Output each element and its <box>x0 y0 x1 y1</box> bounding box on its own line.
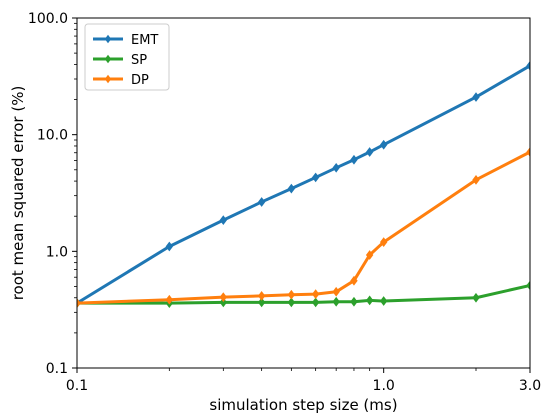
series-line-sp <box>77 283 530 305</box>
x-tick-label: 1.0 <box>373 378 395 394</box>
legend: EMT SP DP <box>84 23 170 91</box>
series-line-emt <box>77 64 530 305</box>
data-point-emt <box>365 147 374 157</box>
data-point-sp <box>257 297 266 308</box>
data-point-dp <box>219 292 228 302</box>
data-point-dp <box>77 298 81 308</box>
data-point-dp <box>526 147 530 157</box>
legend-marker-dp <box>104 74 112 84</box>
y-tick-label: 1.0 <box>46 244 68 260</box>
data-point-emt <box>332 162 340 173</box>
series-line-dp <box>77 150 530 305</box>
data-point-dp <box>287 289 296 300</box>
y-tick-label: 10.0 <box>37 128 68 144</box>
legend-label-emt: EMT <box>131 33 158 48</box>
data-point-emt <box>311 172 320 183</box>
y-tick-label: 100.0 <box>28 11 68 27</box>
data-point-emt <box>472 92 480 102</box>
data-point-sp <box>472 292 480 303</box>
data-point-dp <box>257 291 266 301</box>
data-point-emt <box>526 60 530 71</box>
data-point-sp <box>526 280 530 291</box>
data-point-sp <box>365 295 374 306</box>
axes: 0.1 1.0 3.0 0.1 1.0 10.0 100.0 <box>28 11 541 394</box>
data-point-dp <box>365 250 374 260</box>
x-tick-label: 0.1 <box>66 378 88 394</box>
data-point-sp <box>287 297 296 308</box>
y-tick-label: 0.1 <box>46 361 68 377</box>
x-axis-label: simulation step size (ms) <box>209 396 397 414</box>
data-point-emt <box>287 183 296 194</box>
data-point-sp <box>350 296 358 307</box>
data-point-sp <box>332 296 340 307</box>
data-point-emt <box>257 197 266 207</box>
plot-area <box>77 60 530 308</box>
data-point-dp <box>350 275 358 286</box>
data-point-emt <box>350 154 358 165</box>
data-point-sp <box>219 297 228 308</box>
data-point-sp <box>379 296 388 306</box>
data-point-emt <box>165 241 174 252</box>
data-point-emt <box>219 215 228 226</box>
data-point-sp <box>311 297 320 308</box>
data-point-dp <box>472 174 480 185</box>
data-point-dp <box>379 237 388 247</box>
legend-marker-sp <box>104 54 112 64</box>
y-axis-label: root mean squared error (%) <box>9 86 27 301</box>
data-point-dp <box>311 289 320 299</box>
x-tick-label: 3.0 <box>519 378 541 394</box>
data-point-emt <box>379 139 388 150</box>
legend-marker-emt <box>104 34 112 44</box>
plot-frame <box>76 17 531 369</box>
data-point-dp <box>165 294 174 305</box>
data-point-dp <box>332 286 340 297</box>
legend-label-dp: DP <box>131 73 149 88</box>
legend-label-sp: SP <box>131 53 147 68</box>
